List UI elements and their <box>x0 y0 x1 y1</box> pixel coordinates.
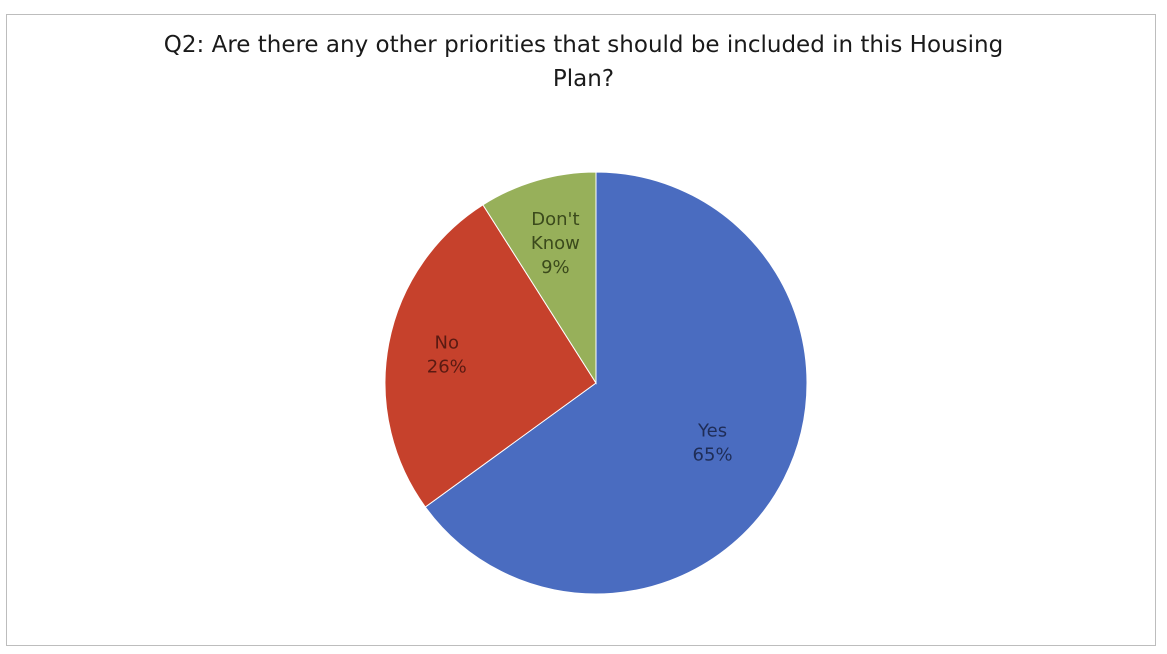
pie-label-no-line: No <box>435 333 459 354</box>
pie-label-yes-line: 65% <box>693 444 733 465</box>
pie-slice-don-t-know <box>482 171 597 385</box>
pie-labels: Yes 65% No 26% Don't Know 9% <box>427 209 733 465</box>
pie-label-don-t-know-line: 9% <box>541 257 570 278</box>
pie-slice-no <box>384 204 597 508</box>
pie-slice-yes <box>424 171 808 595</box>
chart-title: Q2: Are there any other priorities that … <box>0 28 1167 96</box>
chart-title-text: Q2: Are there any other priorities that … <box>163 32 1004 92</box>
pie-label-no: No 26% <box>427 333 467 378</box>
pie-label-no-line: 26% <box>427 357 467 378</box>
pie-label-yes-line: Yes <box>697 420 727 441</box>
pie-label-yes: Yes 65% <box>693 420 733 465</box>
pie-label-don-t-know: Don't Know 9% <box>531 209 580 278</box>
pie-label-don-t-know-line: Don't <box>531 209 579 230</box>
pie-slices <box>384 171 808 595</box>
pie-label-don-t-know-line: Know <box>531 233 580 254</box>
